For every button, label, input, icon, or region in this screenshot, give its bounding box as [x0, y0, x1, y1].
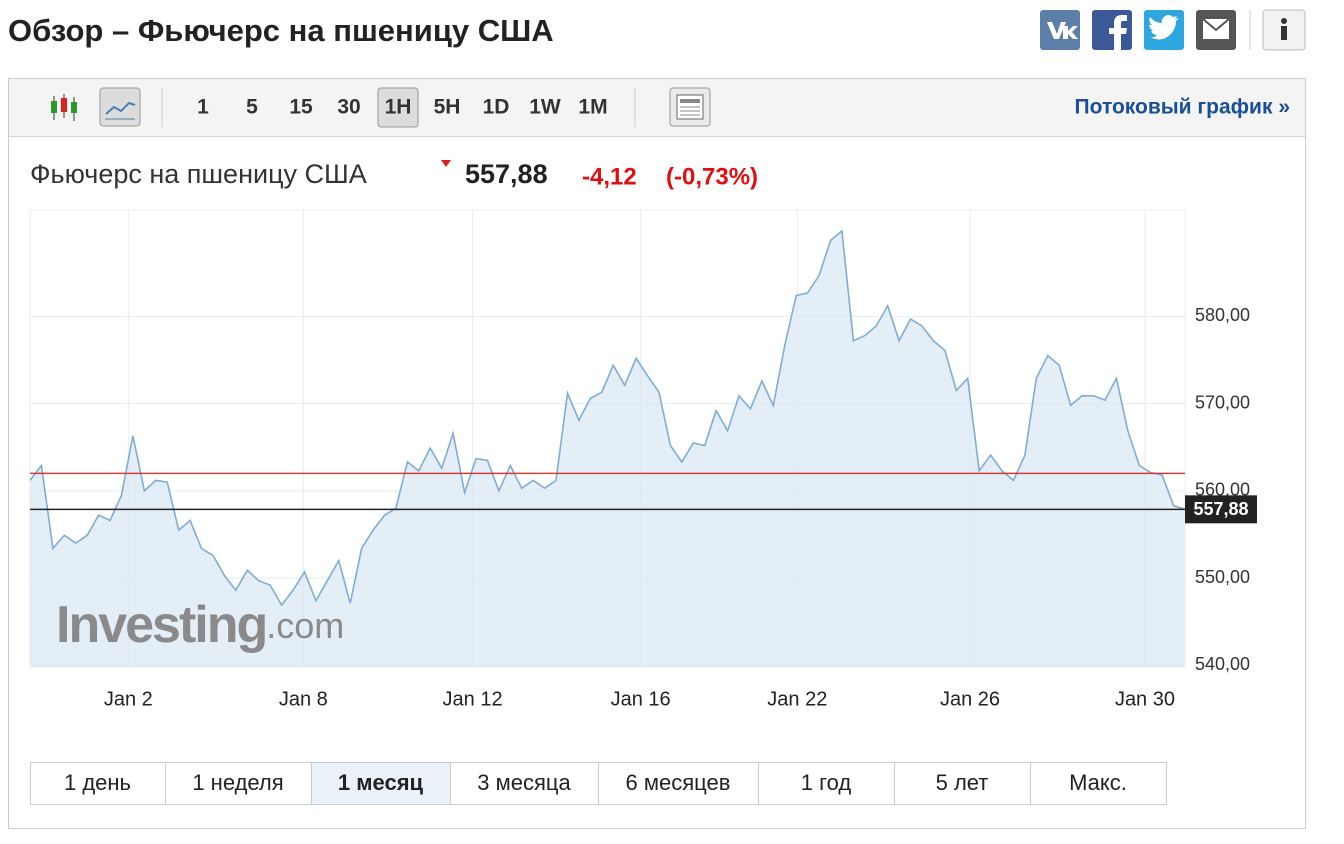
range-tab[interactable] — [894, 762, 1031, 805]
interval-button[interactable]: 5 — [246, 96, 258, 119]
layout-button[interactable] — [669, 87, 711, 127]
interval-button[interactable]: 1H — [385, 96, 412, 119]
interval-button[interactable]: 1D — [483, 96, 510, 119]
interval-button[interactable]: 1 — [197, 96, 209, 119]
y-tick-label: 540,00 — [1195, 654, 1250, 674]
plot: Investing.com 540,00 550,00 560,00 570,00 580… — [29, 209, 1257, 710]
interval-button[interactable]: 15 — [289, 96, 313, 119]
line-button[interactable] — [99, 87, 141, 127]
area — [30, 230, 1185, 667]
interval-button[interactable]: 1W — [529, 96, 561, 119]
range-tab-label[interactable]: 1 день — [64, 770, 131, 795]
last-price-box — [1185, 495, 1257, 524]
x-tick-label: Jan 30 — [1115, 688, 1175, 710]
interval-button[interactable]: 30 — [337, 96, 360, 119]
share-vk[interactable] — [1040, 10, 1080, 50]
down-arrow — [441, 160, 451, 167]
x-tick-label: Jan 26 — [940, 688, 1000, 710]
range-tab[interactable] — [311, 762, 451, 805]
quote-change: -4,12 — [582, 163, 637, 190]
y-tick-label: 550,00 — [1195, 567, 1250, 587]
range-tab[interactable] — [1030, 762, 1167, 805]
y-tick-label: 560,00 — [1195, 480, 1250, 500]
quote-name: Фьючерс на пшеницу США — [30, 159, 367, 189]
x-tick-label: Jan 8 — [279, 688, 328, 710]
range-tab-label[interactable]: 1 неделя — [192, 770, 283, 795]
price-line — [29, 229, 1186, 607]
interval-active — [377, 87, 419, 128]
x-tick-label: Jan 22 — [767, 688, 827, 710]
last-price-label: 557,88 — [1193, 499, 1248, 519]
quote-change-pct: (-0,73%) — [666, 163, 758, 190]
watermark-suffix: .com — [266, 605, 344, 646]
x-tick-label: Jan 2 — [104, 688, 153, 710]
range-tab[interactable] — [30, 762, 166, 805]
interval-button[interactable]: 5H — [434, 96, 461, 119]
share-twitter[interactable] — [1144, 10, 1184, 50]
share-email[interactable] — [1196, 10, 1236, 50]
range-tab-label[interactable]: 3 месяца — [477, 770, 571, 795]
watermark: Investing.com — [56, 596, 344, 654]
range-tab-label[interactable]: 5 лет — [936, 770, 989, 795]
watermark-brand: Investing — [56, 596, 266, 654]
x-tick-label: Jan 12 — [443, 688, 503, 710]
page-title: Обзор – Фьючерс на пшеницу США — [8, 13, 554, 48]
stream-link[interactable]: Потоковый график » — [1075, 96, 1290, 119]
range-tab-label[interactable]: 6 месяцев — [626, 770, 731, 795]
range-tab[interactable] — [758, 762, 895, 805]
range-tab[interactable] — [165, 762, 312, 805]
y-tick-label: 570,00 — [1195, 392, 1250, 412]
range-tab-label[interactable]: Макс. — [1069, 770, 1127, 795]
quote-price: 557,88 — [465, 159, 548, 189]
toolbar — [9, 79, 1305, 136]
candles-button[interactable] — [51, 94, 77, 121]
x-tick-label: Jan 16 — [611, 688, 671, 710]
range-tab-label[interactable]: 1 месяц — [338, 770, 424, 795]
range-tab[interactable] — [598, 762, 759, 805]
interval-button[interactable]: 1M — [578, 96, 607, 119]
share-facebook[interactable] — [1092, 10, 1132, 50]
range-tab-label[interactable]: 1 год — [801, 770, 852, 795]
y-tick-label: 580,00 — [1195, 305, 1250, 325]
info-button[interactable] — [1262, 9, 1306, 51]
